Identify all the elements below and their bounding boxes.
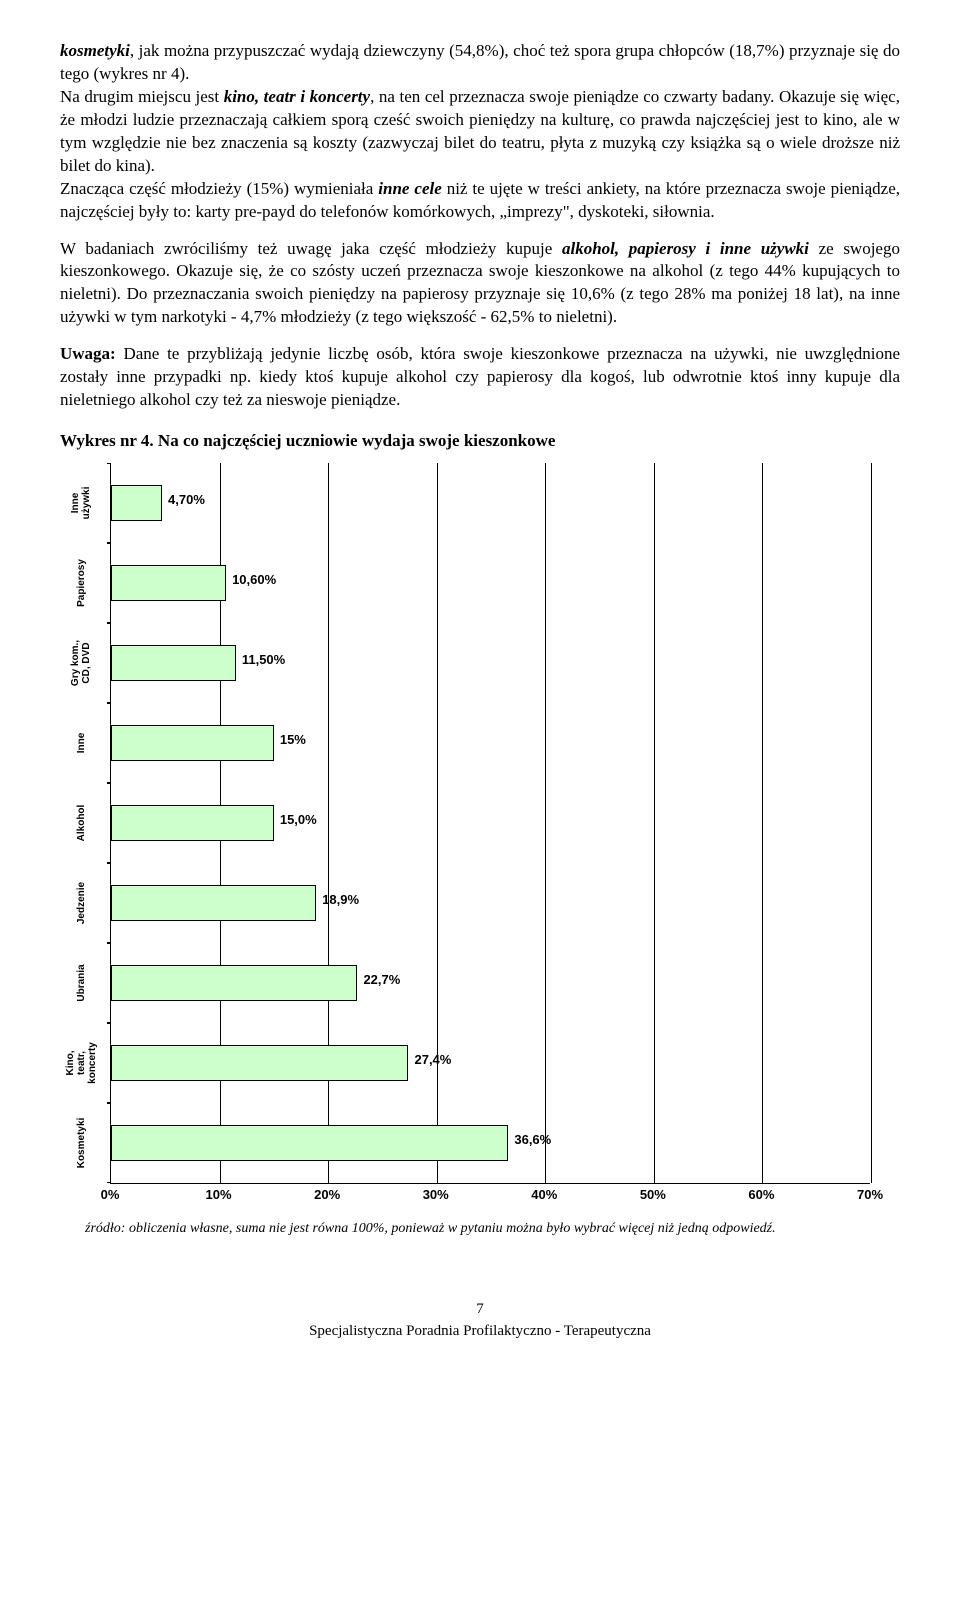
chart-bar [111,805,274,841]
chart-row: Kino, teatr, koncerty27,4% [111,1023,870,1103]
chart-bar-value-label: 36,6% [514,1131,551,1149]
chart-xaxis: 0%10%20%30%40%50%60%70% [110,1186,870,1210]
chart-row: Gry kom., CD, DVD11,50% [111,623,870,703]
txt: kino, teatr i koncerty [224,87,370,106]
chart-bar-value-label: 22,7% [363,971,400,989]
chart-category-label: Ubrania [41,958,121,1008]
chart-bar-value-label: 11,50% [242,651,285,669]
chart-xtick-label: 40% [531,1186,557,1204]
txt: inne cele [378,179,441,198]
chart-xtick-label: 60% [748,1186,774,1204]
txt: Dane te przybliżają jedynie liczbę osób,… [60,344,900,409]
chart-plot-area: Inne używki4,70%Papierosy10,60%Gry kom.,… [110,463,870,1184]
chart-category-label: Gry kom., CD, DVD [41,638,121,688]
chart-xtick-label: 20% [314,1186,340,1204]
chart-bar [111,725,274,761]
chart-xtick-label: 0% [101,1186,120,1204]
chart-row: Kosmetyki36,6% [111,1103,870,1183]
chart-row: Ubrania22,7% [111,943,870,1023]
chart-row: Alkohol15,0% [111,783,870,863]
chart-category-label: Kosmetyki [41,1118,121,1168]
txt: , jak można przypuszczać wydają dziewczy… [60,41,900,83]
chart-category-label: Inne używki [41,478,121,528]
chart-bar [111,565,226,601]
chart-bar [111,1045,408,1081]
chart-gridline [871,463,872,1183]
chart-bar-value-label: 27,4% [414,1051,451,1069]
page-footer: 7 Specjalistyczna Poradnia Profilaktyczn… [60,1299,900,1342]
chart-container: Inne używki4,70%Papierosy10,60%Gry kom.,… [110,463,870,1210]
chart-bar [111,965,357,1001]
chart-bar [111,485,162,521]
txt: Uwaga: [60,344,116,363]
paragraph-3: Uwaga: Dane te przybliżają jedynie liczb… [60,343,900,412]
chart-title: Wykres nr 4. Na co najczęściej uczniowie… [60,430,900,453]
txt: W badaniach zwróciliśmy też uwagę jaka c… [60,239,562,258]
footer-org: Specjalistyczna Poradnia Profilaktyczno … [60,1321,900,1341]
chart-bar-value-label: 4,70% [168,491,205,509]
chart-row: Jedzenie18,9% [111,863,870,943]
page-number: 7 [60,1299,900,1319]
chart-row: Inne15% [111,703,870,783]
chart-row: Papierosy10,60% [111,543,870,623]
chart-category-label: Jedzenie [41,878,121,928]
chart-xtick-label: 50% [640,1186,666,1204]
chart-bar-value-label: 15,0% [280,811,317,829]
chart-bar [111,645,236,681]
txt: Na drugim miejscu jest [60,87,224,106]
chart-xtick-label: 70% [857,1186,883,1204]
chart-category-label: Kino, teatr, koncerty [41,1038,121,1088]
chart-bar [111,1125,508,1161]
paragraph-1: kosmetyki, jak można przypuszczać wydają… [60,40,900,224]
chart-source-note: źródło: obliczenia własne, suma nie jest… [85,1220,875,1239]
txt: Znacząca część młodzieży (15%) wymieniał… [60,179,378,198]
chart-bar-value-label: 18,9% [322,891,359,909]
chart-category-label: Papierosy [41,558,121,608]
txt: kosmetyki [60,41,130,60]
chart-row: Inne używki4,70% [111,463,870,543]
chart-xtick-label: 30% [423,1186,449,1204]
chart-bar-value-label: 15% [280,731,306,749]
chart-xtick-label: 10% [206,1186,232,1204]
txt: alkohol, papierosy i inne używki [562,239,809,258]
paragraph-2: W badaniach zwróciliśmy też uwagę jaka c… [60,238,900,330]
chart-category-label: Alkohol [41,798,121,848]
chart-category-label: Inne [41,718,121,768]
chart-bar [111,885,316,921]
chart-bar-value-label: 10,60% [232,571,276,589]
